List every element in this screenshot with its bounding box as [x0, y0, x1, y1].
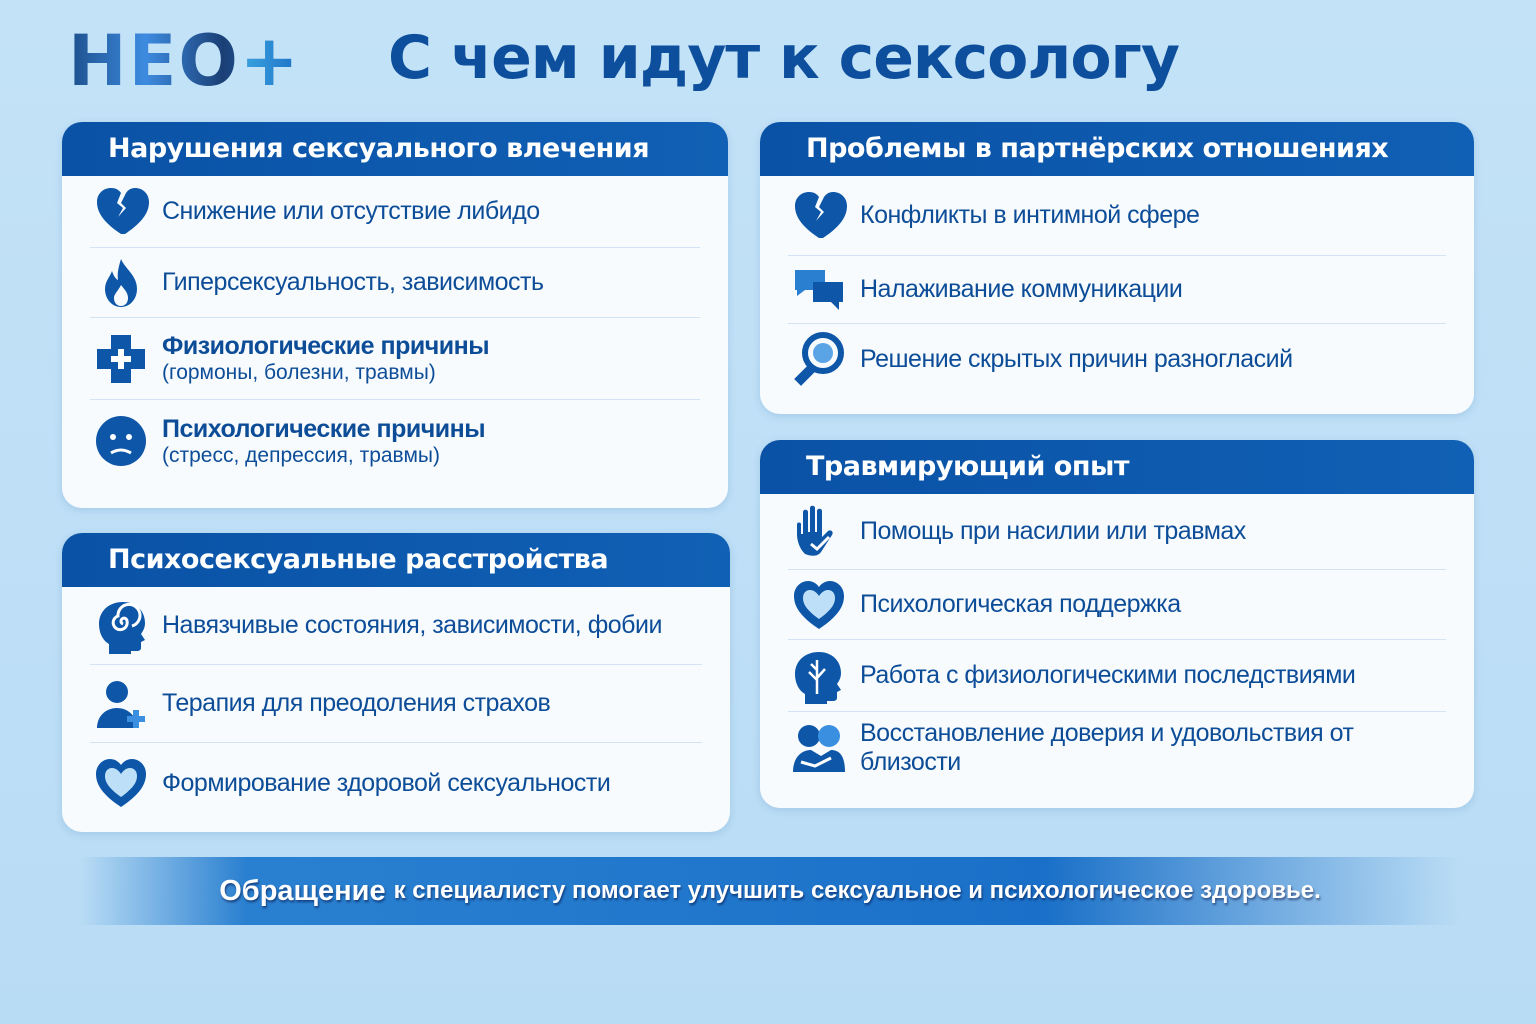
- person-plus-icon: [90, 673, 152, 735]
- hand-icon: [788, 501, 850, 563]
- tree-head-icon: [788, 645, 850, 707]
- broken-heart-icon: [90, 181, 152, 243]
- banner-text: к специалисту помогает улучшить сексуаль…: [393, 877, 1321, 904]
- card-desire-disorders: Нарушения сексуального влечения Снижение…: [62, 122, 728, 508]
- item-text: Психологическая поддержка: [860, 590, 1181, 618]
- card-header: Травмирующий опыт: [760, 440, 1474, 494]
- hug-icon: [788, 717, 850, 779]
- card-header: Проблемы в партнёрских отношениях: [760, 122, 1474, 176]
- heart-icon: [788, 574, 850, 636]
- item-text: Физиологические причины: [162, 332, 490, 360]
- item-text: Формирование здоровой сексуальности: [162, 768, 611, 797]
- list-item: Конфликты в интимной сфере: [788, 176, 1446, 256]
- item-subtext: (гормоны, болезни, травмы): [162, 361, 436, 384]
- item-text: Гиперсексуальность, зависимость: [162, 268, 544, 296]
- chat-bubbles-icon: [788, 259, 850, 321]
- list-item: Снижение или отсутствие либидо: [90, 176, 700, 248]
- card-traumatic-experience: Травмирующий опыт Помощь при насилии или…: [760, 440, 1474, 808]
- item-subtext: (стресс, депрессия, травмы): [162, 443, 440, 467]
- item-text: Восстановление доверия и удовольствия от…: [860, 719, 1354, 776]
- card-header: Психосексуальные расстройства: [62, 533, 730, 587]
- logo-text: НЕО: [68, 20, 240, 102]
- spiral-head-icon: [90, 595, 152, 657]
- logo: НЕО+: [68, 26, 301, 96]
- list-item: Налаживание коммуникации: [788, 256, 1446, 324]
- broken-heart-icon: [788, 185, 850, 247]
- footer-banner: Обращение к специалисту помогает улучшить…: [80, 857, 1460, 925]
- list-item: Навязчивые состояния, зависимости, фобии: [90, 587, 702, 665]
- item-text: Психологические причины: [162, 414, 486, 443]
- flame-icon: [90, 252, 152, 314]
- banner-lead: Обращение: [219, 874, 386, 907]
- card-psychosexual-disorders: Психосексуальные расстройства Навязчивые…: [62, 533, 730, 832]
- list-item: Психологическая поддержка: [788, 570, 1446, 640]
- item-text: Помощь при насилии или травмах: [860, 517, 1246, 545]
- item-text: Снижение или отсутствие либидо: [162, 197, 540, 225]
- card-partner-problems: Проблемы в партнёрских отношениях Конфли…: [760, 122, 1474, 414]
- list-item: Восстановление доверия и удовольствия от…: [788, 712, 1446, 784]
- item-text: Конфликты в интимной сфере: [860, 201, 1200, 229]
- list-item: Терапия для преодоления страхов: [90, 665, 702, 743]
- item-text: Работа с физиологическими последствиями: [860, 661, 1356, 689]
- sad-face-icon: [90, 410, 152, 472]
- logo-plus: +: [239, 20, 301, 102]
- list-item: Решение скрытых причин разногласий: [788, 324, 1446, 394]
- card-header: Нарушения сексуального влечения: [62, 122, 728, 176]
- list-item: Психологические причины (стресс, депресси…: [90, 400, 700, 482]
- list-item: Физиологические причины (гормоны, болезни…: [90, 318, 700, 400]
- item-text: Терапия для преодоления страхов: [162, 689, 551, 717]
- list-item: Работа с физиологическими последствиями: [788, 640, 1446, 712]
- list-item: Формирование здоровой сексуальности: [90, 743, 702, 823]
- heart-icon: [90, 752, 152, 814]
- item-text: Решение скрытых причин разногласий: [860, 344, 1293, 373]
- item-text: Налаживание коммуникации: [860, 275, 1183, 303]
- magnifier-icon: [788, 328, 850, 390]
- list-item: Помощь при насилии или травмах: [788, 494, 1446, 570]
- item-text: Навязчивые состояния, зависимости, фобии: [162, 611, 662, 639]
- medical-cross-icon: [90, 328, 152, 390]
- list-item: Гиперсексуальность, зависимость: [90, 248, 700, 318]
- page-title: С чем идут к сексологу: [388, 23, 1180, 93]
